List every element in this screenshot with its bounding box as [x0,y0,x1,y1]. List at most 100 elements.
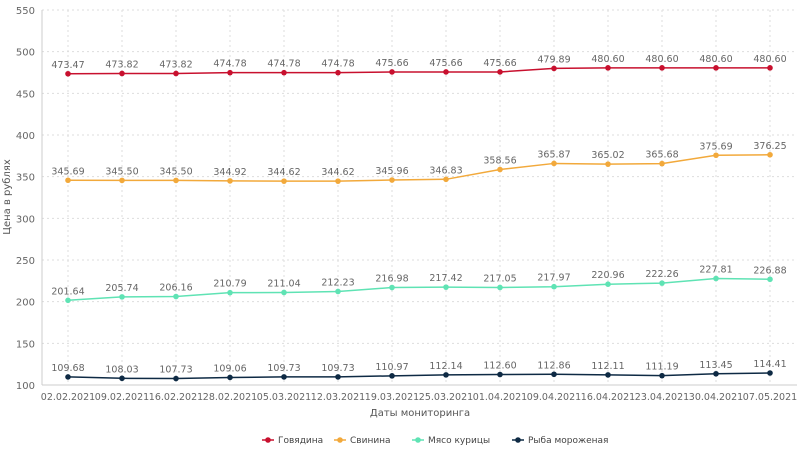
data-label: 344.62 [321,167,354,178]
legend-item[interactable]: Говядина [262,436,323,446]
data-point [767,151,773,158]
legend-item[interactable]: Свинина [334,436,391,446]
data-label: 217.42 [429,273,462,284]
legend-item[interactable]: Мясо курицы [412,436,490,446]
y-tick-label: 550 [16,6,35,17]
y-tick-label: 250 [16,256,35,267]
data-point [65,297,71,304]
legend-marker-icon [265,437,271,443]
data-point [443,69,449,75]
y-tick-label: 200 [16,298,35,309]
series-Мясо курицы: 201.64 205.74 206.16 210.79 211.04 212.23 216.… [51,264,787,304]
data-label: 344.62 [267,167,300,178]
data-label: 210.79 [213,279,246,290]
data-label: 212.23 [321,277,354,288]
data-label: 222.26 [645,269,678,280]
series-line [67,67,770,75]
legend-marker-icon [415,437,421,443]
data-point [119,294,125,300]
data-label: 111.19 [645,362,678,373]
data-label: 346.83 [429,165,462,176]
series-line [67,154,771,182]
data-point [551,160,557,167]
x-axis-label: Даты мониторинга [370,408,470,419]
data-point [659,160,665,167]
data-point [173,375,179,382]
data-label: 107.73 [159,365,192,376]
data-point [551,283,557,290]
data-point [551,371,557,378]
data-point [335,288,341,295]
x-tick-label: 16.04.2021 [581,392,635,403]
data-point [119,70,125,77]
x-tick-label: 02.02.2021 [41,392,95,403]
series-line [67,372,771,380]
data-point [335,69,341,76]
data-point [389,69,395,75]
data-label: 473.82 [105,59,138,70]
data-point [281,289,287,296]
data-point [227,178,233,184]
data-point [767,65,773,71]
data-point [65,374,71,380]
data-point [713,152,719,159]
data-label: 110.97 [375,362,408,373]
data-label: 217.97 [537,273,570,284]
data-point [65,70,71,77]
legend-label: Говядина [278,436,323,446]
data-label: 108.03 [105,364,138,375]
legend-label: Свинина [350,436,391,446]
x-axis-ticks: 02.02.2021 09.02.2021 16.02.2021 28.02.2021… [41,392,797,403]
data-label: 345.96 [375,166,408,177]
data-point [713,370,719,377]
series-line [67,277,771,302]
data-label: 109.68 [51,363,84,374]
x-tick-label: 07.05.2021 [743,392,797,403]
y-tick-label: 100 [16,381,35,392]
data-point [65,177,71,184]
x-tick-label: 09.04.2021 [527,392,581,403]
data-label: 480.60 [645,54,678,65]
data-label: 114.41 [753,359,786,370]
data-label: 112.60 [483,361,516,372]
x-tick-label: 25.03.2021 [419,392,473,403]
legend-item[interactable]: Рыба мороженая [512,436,608,446]
data-point [713,65,719,71]
x-tick-label: 01.04.2021 [473,392,527,403]
data-label: 480.60 [591,54,624,65]
data-point [281,178,287,184]
series-Говядина: 473.47 473.82 473.82 474.78 474.78 474.78 475.… [51,54,787,77]
data-point [605,372,611,378]
x-tick-label: 12.03.2021 [311,392,365,403]
data-label: 112.14 [429,361,462,372]
data-label: 345.50 [159,166,192,177]
data-label: 473.47 [51,60,84,71]
data-point [389,373,395,379]
data-point [173,177,179,184]
data-label: 113.45 [699,360,732,371]
data-point [389,284,395,291]
data-point [173,70,179,77]
data-point [119,177,125,184]
legend-marker-icon [515,437,521,443]
grid [42,9,797,385]
data-point [713,275,719,282]
data-label: 475.66 [375,58,408,69]
x-tick-label: 05.03.2021 [257,392,311,403]
data-label: 375.69 [699,141,732,152]
data-label: 475.66 [429,58,462,69]
x-tick-label: 09.02.2021 [95,392,149,403]
data-point [605,65,611,71]
data-label: 109.73 [321,363,354,374]
y-tick-label: 500 [16,48,35,59]
data-label: 358.56 [483,156,516,167]
y-tick-label: 450 [16,89,35,100]
y-axis-ticks: 100 150 200 250 300 350 400 450 500 550 [16,6,35,392]
legend: Говядина Свинина Мясо курицы Рыба мороженая [262,436,608,446]
data-point [227,289,233,296]
data-label: 365.68 [645,150,678,161]
data-point [443,176,449,183]
data-label: 475.66 [483,58,516,69]
data-label: 344.92 [213,167,246,178]
data-label: 206.16 [159,283,192,294]
